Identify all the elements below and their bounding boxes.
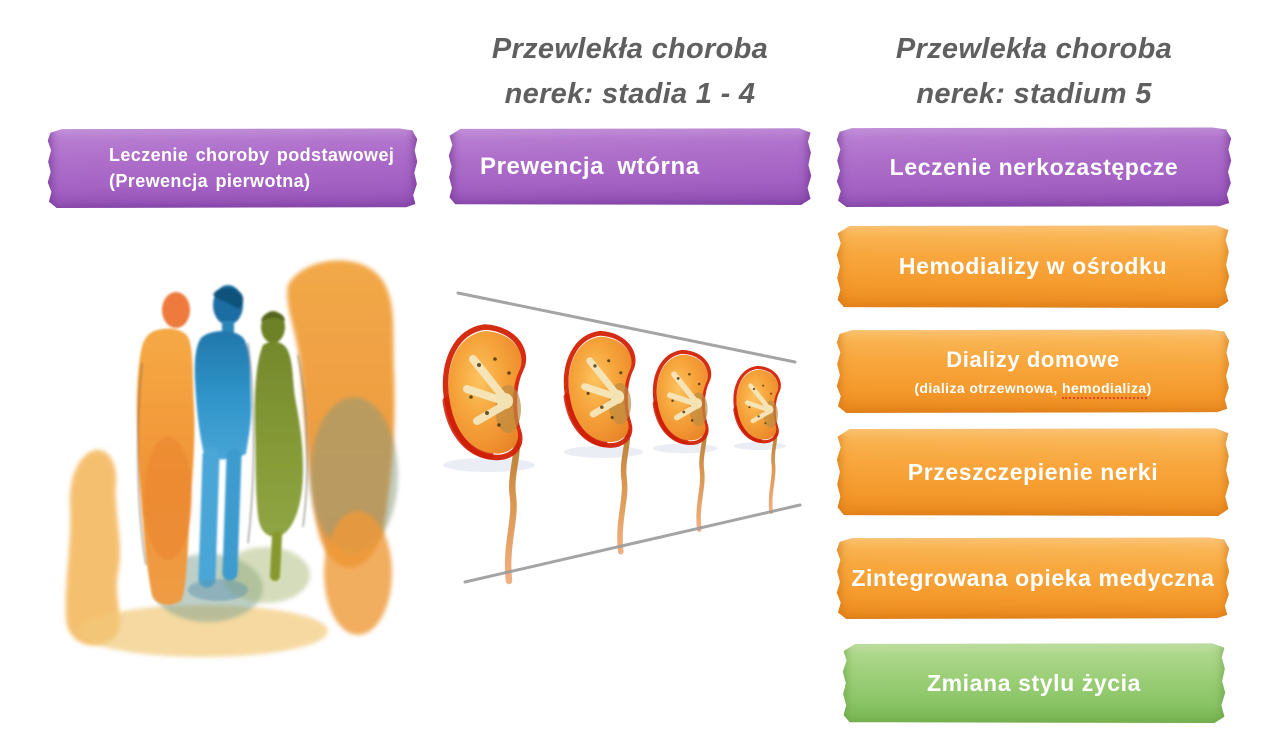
sublabel-spellcheck-word: hemodializa [1062,379,1147,399]
sublabel-suffix: ) [1146,379,1152,396]
kidney-stage-1 [443,327,535,581]
banner-home-dialysis: Dializy domowe (dializa otrzewnowa, hemo… [836,329,1230,413]
banner-label: Przeszczepienie nerki [907,458,1159,485]
banner-label: Dializy domowe [946,346,1120,372]
sublabel-prefix: (dializa otrzewnowa, [914,379,1063,396]
banner-in-center-hemodialysis: Hemodializy w ośrodku [836,225,1230,308]
kidney-stage-2 [564,333,643,551]
banner-label: Prewencja wtórna [480,152,700,180]
kidney-stage-4 [734,367,786,512]
funnel-line-bottom [463,503,802,584]
banner-line-2: (Prewencja pierwotna) [109,171,311,191]
person-blue [188,285,255,601]
banner-label: Zmiana stylu życia [926,669,1142,696]
person-orange [136,292,195,605]
banner-kidney-transplant: Przeszczepienie nerki [836,428,1230,516]
header-line-2: nerek: stadium 5 [916,78,1152,110]
three-people-watercolor-illustration [65,260,398,657]
header-line-1: Przewlekła choroba [895,33,1173,65]
banner-line-1: Leczenie choroby podstawowej [109,145,395,165]
banner-renal-replacement-therapy: Leczenie nerkozastępcze [836,127,1232,207]
banner-label: Zintegrowana opieka medyczna [851,564,1215,591]
banner-lifestyle-change: Zmiana stylu życia [842,643,1226,723]
shrinking-kidneys-illustration [440,291,802,598]
funnel-line-top [456,291,797,364]
person-green [254,311,308,581]
banner-integrated-medical-care: Zintegrowana opieka medyczna [836,537,1230,619]
header-ckd-stage-5: Przewlekła choroba nerek: stadium 5 [838,27,1230,117]
banner-secondary-prevention: Prewencja wtórna [448,128,812,205]
banner-label: Leczenie nerkozastępcze [889,153,1179,180]
header-line-1: Przewlekła choroba [491,33,769,65]
banner-primary-prevention: Leczenie choroby podstawowej (Prewencja … [47,128,418,208]
header-line-2: nerek: stadia 1 - 4 [504,78,756,110]
banner-label: Hemodializy w ośrodku [898,253,1168,279]
banner-sublabel: (dializa otrzewnowa, hemodializa) [837,379,1229,399]
kidney-stage-3 [653,352,717,530]
header-ckd-stages-1-4: Przewlekła choroba nerek: stadia 1 - 4 [430,27,830,117]
